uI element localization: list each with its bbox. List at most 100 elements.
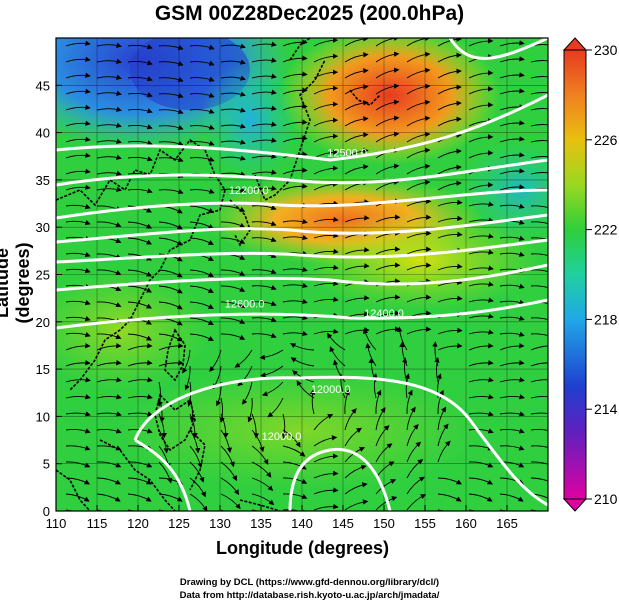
wind-arrow [313, 133, 339, 143]
wind-arrow [313, 414, 334, 431]
colorbar-scale [563, 49, 587, 500]
wind-arrow [406, 214, 432, 223]
wind-arrow [127, 301, 152, 309]
wind-arrow [65, 219, 91, 226]
wind-arrow [468, 134, 494, 143]
wind-arrow [96, 42, 122, 48]
wind-arrow [468, 461, 494, 468]
wind-arrow [127, 108, 153, 114]
wind-arrow [530, 92, 548, 95]
y-tick-label: 35 [36, 173, 50, 188]
wind-arrow [220, 493, 241, 510]
wind-arrow [406, 459, 424, 479]
wind-arrow [468, 265, 494, 271]
wind-arrow [237, 365, 253, 387]
wind-arrow [189, 108, 215, 114]
wind-arrow [96, 377, 122, 383]
wind-arrow [251, 429, 265, 453]
wind-arrow [251, 221, 277, 227]
y-axis-ticks: 0 5 10 15 20 25 30 35 40 45 [36, 78, 62, 519]
wind-arrow [344, 389, 350, 415]
wind-arrow [189, 124, 215, 130]
wind-arrow [313, 181, 339, 191]
wind-arrow [65, 251, 91, 258]
wind-arrow [65, 152, 91, 159]
wind-arrow [499, 72, 525, 79]
wind-arrow [96, 74, 122, 80]
wind-arrow [468, 360, 494, 367]
wind-arrow [127, 44, 153, 50]
wind-arrow [96, 58, 122, 64]
wind-arrow [251, 169, 277, 175]
wind-arrow [189, 92, 215, 98]
wind-arrow [313, 264, 339, 271]
y-tick-label: 40 [36, 126, 50, 141]
wind-arrow [313, 248, 339, 255]
colorbar-tick-label: 210 [594, 491, 618, 507]
wind-arrow [220, 139, 246, 145]
wind-arrow [65, 377, 91, 383]
wind-arrow [406, 51, 431, 63]
x-axis-ticks: 110 115 120 125 130 135 140 145 150 155 160 165 [46, 505, 518, 531]
wind-arrow [437, 148, 462, 159]
wind-arrow [127, 285, 152, 293]
wind-arrow [184, 365, 191, 391]
wind-arrow [313, 165, 339, 175]
contour-label: 12000.0 [311, 384, 351, 396]
wind-arrow [437, 116, 462, 127]
wind-arrow [406, 246, 432, 255]
wind-arrow [220, 301, 246, 308]
wind-arrow [65, 428, 91, 434]
wind-arrow [234, 349, 253, 368]
wind-arrow [499, 136, 525, 143]
wind-arrow [158, 221, 183, 230]
wind-arrow [127, 477, 152, 485]
wind-arrow [251, 301, 277, 307]
wind-arrow [251, 477, 274, 492]
wind-arrow [282, 183, 308, 191]
wind-arrow [468, 281, 494, 287]
wind-arrow [468, 249, 494, 255]
wind-arrow [468, 329, 494, 335]
wind-arrow [189, 237, 214, 246]
contour-label: 12200.0 [229, 185, 269, 197]
wind-arrow [158, 60, 184, 66]
wind-arrow [282, 445, 306, 457]
wind-arrow [468, 493, 493, 502]
wind-arrow [406, 326, 432, 335]
wind-arrow [65, 461, 91, 468]
wind-arrow [96, 411, 122, 417]
wind-arrow [65, 136, 91, 143]
wind-arrow [158, 429, 169, 454]
wind-arrow [65, 267, 91, 274]
wind-arrow [220, 123, 246, 129]
wind-arrow [158, 44, 184, 50]
wind-arrow [65, 445, 91, 451]
wind-arrow [189, 156, 215, 162]
wind-arrow [499, 394, 525, 400]
wind-arrow [499, 40, 525, 47]
wind-arrow [96, 90, 122, 96]
wind-arrow [189, 333, 214, 342]
wind-arrow [251, 137, 277, 143]
wind-arrow [282, 71, 308, 79]
wind-arrow [313, 328, 339, 335]
wind-arrow [251, 89, 277, 95]
wind-arrow [127, 394, 153, 400]
wind-arrow [65, 203, 91, 210]
wind-arrow [499, 235, 525, 241]
wind-arrow [375, 115, 400, 127]
wind-arrow [437, 477, 462, 485]
wind-arrow [530, 477, 548, 482]
wind-arrow [468, 70, 494, 79]
wind-arrow [158, 140, 184, 146]
wind-arrow [344, 408, 357, 431]
wind-arrow [530, 172, 548, 175]
wind-arrow [220, 43, 246, 49]
warm-region-northeast [280, 38, 500, 165]
wind-arrow [96, 106, 122, 112]
wind-arrow [375, 478, 397, 495]
wind-arrow [127, 237, 152, 245]
wind-arrow [468, 313, 494, 319]
wind-arrow [158, 188, 184, 194]
